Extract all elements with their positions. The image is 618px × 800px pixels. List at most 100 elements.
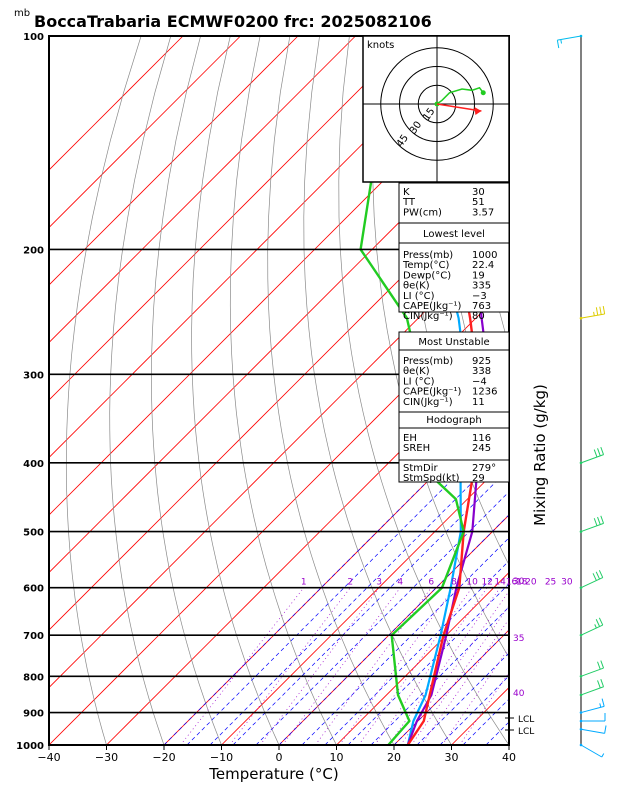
mu-label: LI (°C) — [403, 376, 435, 387]
wind-barb-half-flag — [594, 624, 597, 629]
wind-barb-half-flag — [599, 703, 602, 708]
wind-barb-staff — [580, 313, 605, 319]
mixing-ratio-line — [411, 605, 509, 745]
hodo-value: 116 — [472, 433, 491, 444]
wind-barb-dot — [579, 461, 583, 465]
y-tick-label: 700 — [23, 631, 44, 642]
mixing-ratio-label: 8 — [451, 578, 457, 588]
isotherm-line — [49, 226, 509, 689]
mixing-ratio-label: 2 — [347, 578, 353, 588]
isotherm-line — [508, 744, 509, 745]
lcl-label: LCL — [518, 715, 534, 725]
moist-adiabat-line — [416, 652, 509, 745]
wind-barb-dot — [579, 727, 583, 731]
mu-label: CIN(Jkg⁻¹) — [403, 397, 453, 408]
lowest-value: 763 — [472, 301, 491, 312]
lowest-label: CAPE(Jkg⁻¹) — [403, 301, 461, 312]
isotherm-line — [49, 36, 299, 286]
mixing-ratio-label: 4 — [397, 578, 403, 588]
lowest-value: −3 — [472, 291, 487, 302]
wind-barb-flag — [599, 306, 602, 315]
y-tick-label: 300 — [23, 370, 44, 381]
wind-barbs — [556, 34, 607, 758]
lowest-label: Press(mb) — [403, 250, 453, 261]
dry-adiabat-line — [109, 36, 172, 745]
mixing-ratio-line — [282, 587, 401, 745]
isotherm-line — [49, 36, 184, 171]
hodograph-end-dot — [480, 90, 486, 96]
hodo-value: 245 — [472, 443, 491, 454]
summary-label: PW(cm) — [403, 207, 442, 218]
lowest-label: Dewp(°C) — [403, 270, 451, 281]
dry-adiabat-line — [65, 36, 142, 745]
mu-value: 338 — [472, 366, 491, 377]
y-tick-label: 900 — [23, 709, 44, 720]
hodograph-box — [398, 411, 510, 483]
moist-adiabat-line — [232, 468, 509, 745]
hodograph-title: Hodograph — [426, 415, 481, 426]
wind-barb-dot — [579, 316, 583, 320]
isotherm-line — [163, 399, 509, 745]
mu-label: Press(mb) — [403, 356, 453, 367]
summary-value: 51 — [472, 197, 485, 208]
mixing-ratio-axis-label: Mixing Ratio (g/kg) — [531, 384, 549, 526]
storm-motion-arrow — [436, 103, 482, 112]
y-tick-label: 400 — [23, 459, 44, 470]
wind-barb-dot — [579, 743, 583, 747]
y-tick-label: 100 — [23, 32, 44, 43]
wind-barb-staff — [580, 744, 603, 758]
wind-barb-flag — [600, 515, 605, 524]
mixing-ratio-line — [259, 587, 380, 745]
isotherm-line — [221, 456, 509, 745]
summary-label: TT — [402, 197, 416, 208]
hodograph-unit: knots — [367, 40, 394, 51]
wind-barb-flag — [595, 619, 601, 627]
lowest-label: θe(K) — [403, 281, 430, 292]
y-tick-label: 1000 — [16, 741, 44, 752]
lowest-value: 22.4 — [472, 260, 494, 271]
mu-value: 1236 — [472, 387, 497, 398]
x-tick-label: −20 — [152, 751, 175, 764]
isotherm-line — [278, 514, 509, 745]
most-unstable-title: Most Unstable — [418, 337, 489, 348]
wind-barb-flag — [597, 661, 601, 670]
mixing-ratio-line — [374, 587, 488, 745]
mixing-ratio-label: 10 — [466, 578, 478, 588]
wind-barb-half-flag — [560, 39, 562, 44]
wind-barb-flag — [595, 571, 601, 580]
theta-label: 35 — [513, 634, 524, 644]
dry-adiabat-line — [303, 36, 452, 745]
wind-barb-flag — [598, 570, 604, 578]
wind-barb-dot — [579, 633, 583, 637]
mixing-ratio-label: 14 — [494, 578, 506, 588]
y-tick-label: 600 — [23, 584, 44, 595]
lowest-label: Temp(°C) — [402, 260, 450, 271]
wind-barb-half-flag — [601, 753, 605, 758]
summary-value: 30 — [472, 187, 485, 198]
wind-barb-dot — [579, 711, 583, 714]
wind-barb-flag — [597, 516, 601, 525]
dry-adiabat-line — [405, 36, 509, 566]
summary-label: K — [403, 187, 410, 198]
wind-barb-staff — [580, 667, 604, 677]
dry-adiabat-line — [372, 36, 509, 659]
mixing-ratio-label: 18 — [516, 578, 528, 588]
mixing-ratio-label: 1 — [301, 578, 307, 588]
most-unstable-box — [398, 331, 510, 413]
dry-adiabat-line — [267, 36, 395, 745]
wind-barb-flag — [592, 573, 597, 581]
moist-adiabat-line — [186, 422, 509, 745]
moist-adiabat-line — [209, 445, 509, 745]
mu-value: 11 — [472, 397, 485, 408]
lowest-level-title: Lowest level — [423, 229, 485, 240]
mixing-ratio-line — [358, 587, 473, 745]
summary-value: 3.57 — [472, 207, 494, 218]
lowest-value: 80 — [472, 311, 485, 322]
theta-label: 30 — [513, 577, 525, 587]
isotherm-line — [49, 36, 356, 344]
dry-adiabat-line — [588, 36, 618, 745]
dry-adiabat-line — [436, 36, 509, 465]
